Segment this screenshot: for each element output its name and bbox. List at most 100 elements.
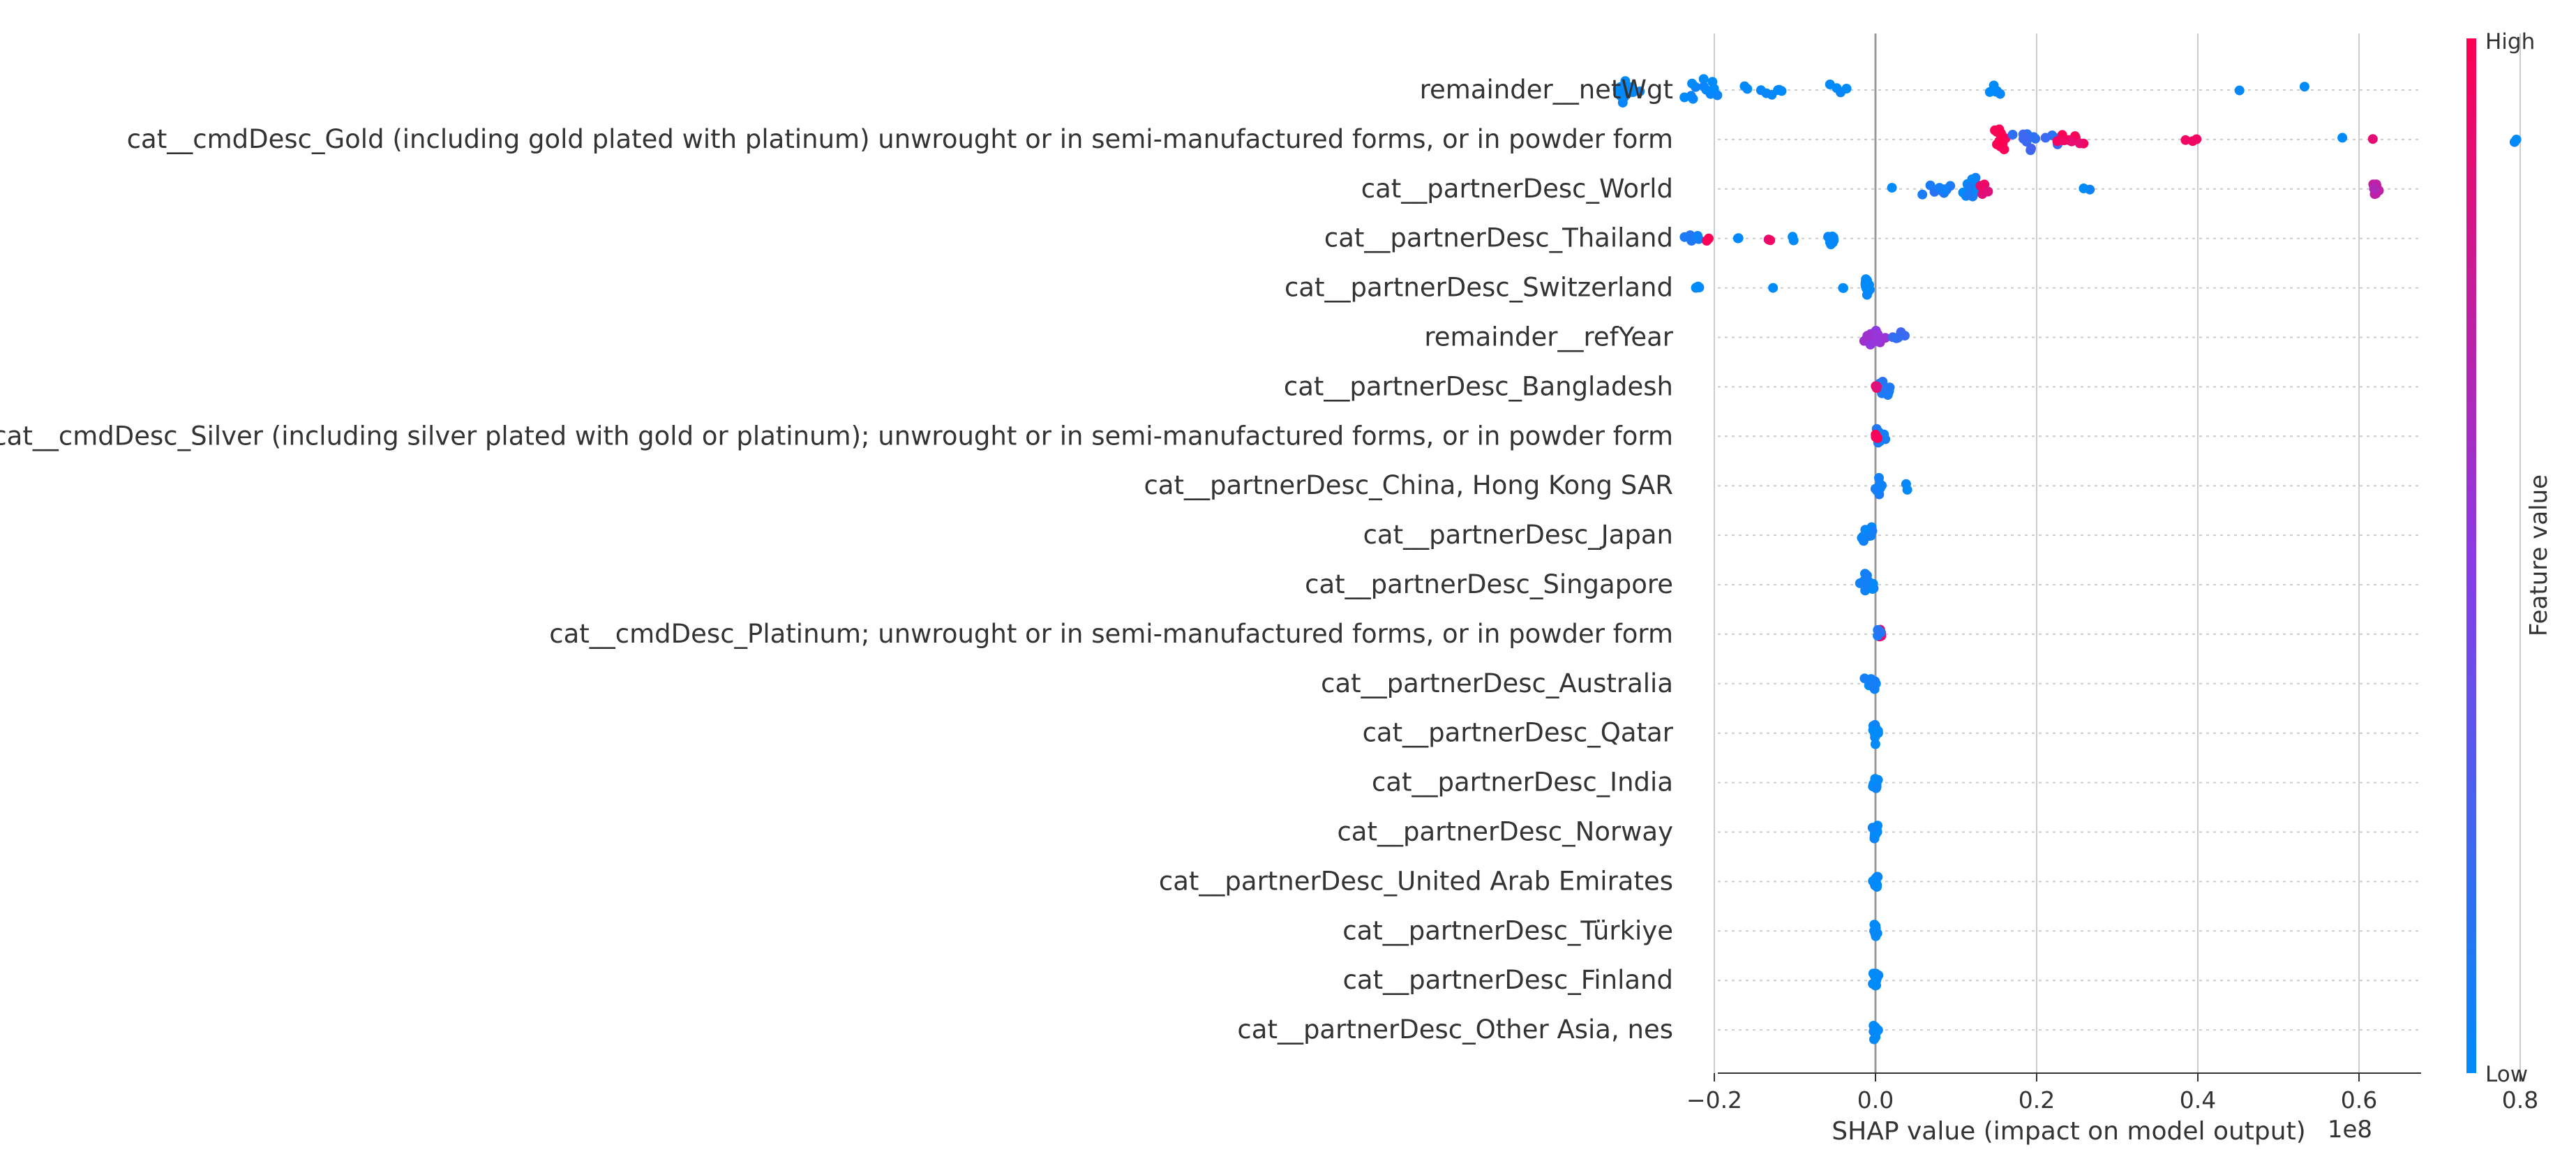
shap-point [1872,381,1882,391]
feature-label: cat__cmdDesc_Platinum; unwrought or in s… [549,619,1673,649]
shap-point [1872,880,1882,890]
feature-labels: remainder__netWgt cat__cmdDesc_Gold (incl… [0,75,1674,1045]
feature-label: cat__partnerDesc_Australia [1321,668,1673,698]
shap-point [1709,83,1719,93]
shap-point [2021,134,2031,144]
shap-point [1995,89,2005,99]
shap-point [2234,85,2245,96]
shap-point [1873,774,1883,785]
shap-point [1875,481,1885,492]
feature-label: remainder__refYear [1424,322,1673,352]
shap-point [2511,135,2522,144]
feature-label: cat__partnerDesc_Finland [1343,965,1673,995]
feature-label: cat__partnerDesc_World [1361,174,1673,204]
shap-point [1868,725,1878,735]
shap-point [1679,92,1690,103]
points-layer [1612,74,2522,1045]
shap-point [1900,331,1910,341]
colorbar: High Low Feature value [2466,29,2553,1087]
shap-point [1698,74,1709,84]
shap-point [2079,184,2089,193]
grid-layer [1714,33,2521,1073]
feature-label: cat__partnerDesc_Other Asia, nes [1237,1015,1673,1045]
feature-label: cat__partnerDesc_Norway [1337,817,1673,847]
shap-point [1870,929,1880,939]
feature-label: cat__partnerDesc_Switzerland [1285,273,1673,303]
shap-point [1887,183,1897,193]
shap-point [2337,133,2348,143]
shap-point [1862,283,1873,294]
shap-point [1864,531,1875,541]
shap-point [2058,135,2068,145]
x-tick-label: 0.2 [2019,1086,2055,1114]
shap-point [1867,678,1878,689]
shap-point [1767,89,1777,100]
shap-point [1765,235,1776,246]
colorbar-high-label: High [2485,29,2535,54]
x-tick-label: 0.4 [2180,1086,2216,1114]
shap-point [1635,87,1645,96]
x-tick-label: −0.2 [1686,1086,1742,1114]
feature-label: cat__partnerDesc_Singapore [1305,569,1673,599]
shap-point [1776,86,1787,96]
row-lines [1718,89,2421,1031]
shap-point [1859,581,1870,591]
shap-point [2007,130,2018,140]
shap-point [1874,472,1884,483]
x-axis: −0.20.00.20.40.60.81.01.2 [1686,1072,2538,1114]
shap-point [1873,336,1883,347]
shap-point [1983,186,1993,197]
feature-label: cat__partnerDesc_China, Hong Kong SAR [1144,470,1673,500]
feature-label: remainder__netWgt [1420,75,1673,105]
x-tick-label: 0.8 [2502,1086,2538,1114]
shap-point [1871,783,1881,793]
colorbar-title: Feature value [2525,474,2553,636]
shap-point [1873,329,1883,339]
x-offset-label: 1e8 [2328,1116,2372,1144]
feature-label: cat__cmdDesc_Silver (including silver pl… [0,421,1673,451]
shap-point [2028,132,2039,142]
shap-point [1679,232,1690,242]
shap-point [1996,128,2006,139]
shap-point [1901,479,1911,489]
shap-point [1867,823,1878,833]
shap-point [1880,333,1891,343]
feature-label: cat__partnerDesc_Türkiye [1342,915,1673,945]
shap-point [1867,584,1878,594]
colorbar-gradient [2466,38,2476,1073]
x-tick-label: 0.0 [1857,1086,1894,1114]
shap-point [1873,1025,1883,1035]
shap-point [1739,81,1750,91]
shap-point [2299,82,2309,92]
shap-point [1687,78,1698,89]
shap-point [1995,137,2006,148]
shap-point [1733,233,1744,244]
shap-point [1871,921,1881,931]
x-tick-label: 0.6 [2341,1086,2377,1114]
shap-point [1871,432,1881,442]
colorbar-low-label: Low [2485,1062,2528,1087]
shap-point [1873,625,1884,636]
shap-point [1963,190,1973,200]
shap-point [1880,434,1891,444]
shap-point [1841,84,1852,93]
shap-point [1891,333,1901,343]
shap-point [2369,184,2379,194]
feature-label: cat__partnerDesc_United Arab Emirates [1159,866,1673,896]
shap-point [1612,84,1623,94]
shap-point [1688,93,1698,104]
feature-label: cat__partnerDesc_India [1372,768,1673,798]
shap-point [2074,138,2085,149]
shap-point [1768,283,1779,293]
shap-point [1934,183,1945,193]
shap-point [1865,339,1875,350]
shap-point [1827,237,1838,248]
shap-point [2067,136,2076,147]
shap-point [1839,283,1848,293]
shap-point [1862,570,1872,581]
shap-point [1691,283,1701,293]
shap-point [1825,80,1835,89]
shap-point [1917,189,1928,200]
